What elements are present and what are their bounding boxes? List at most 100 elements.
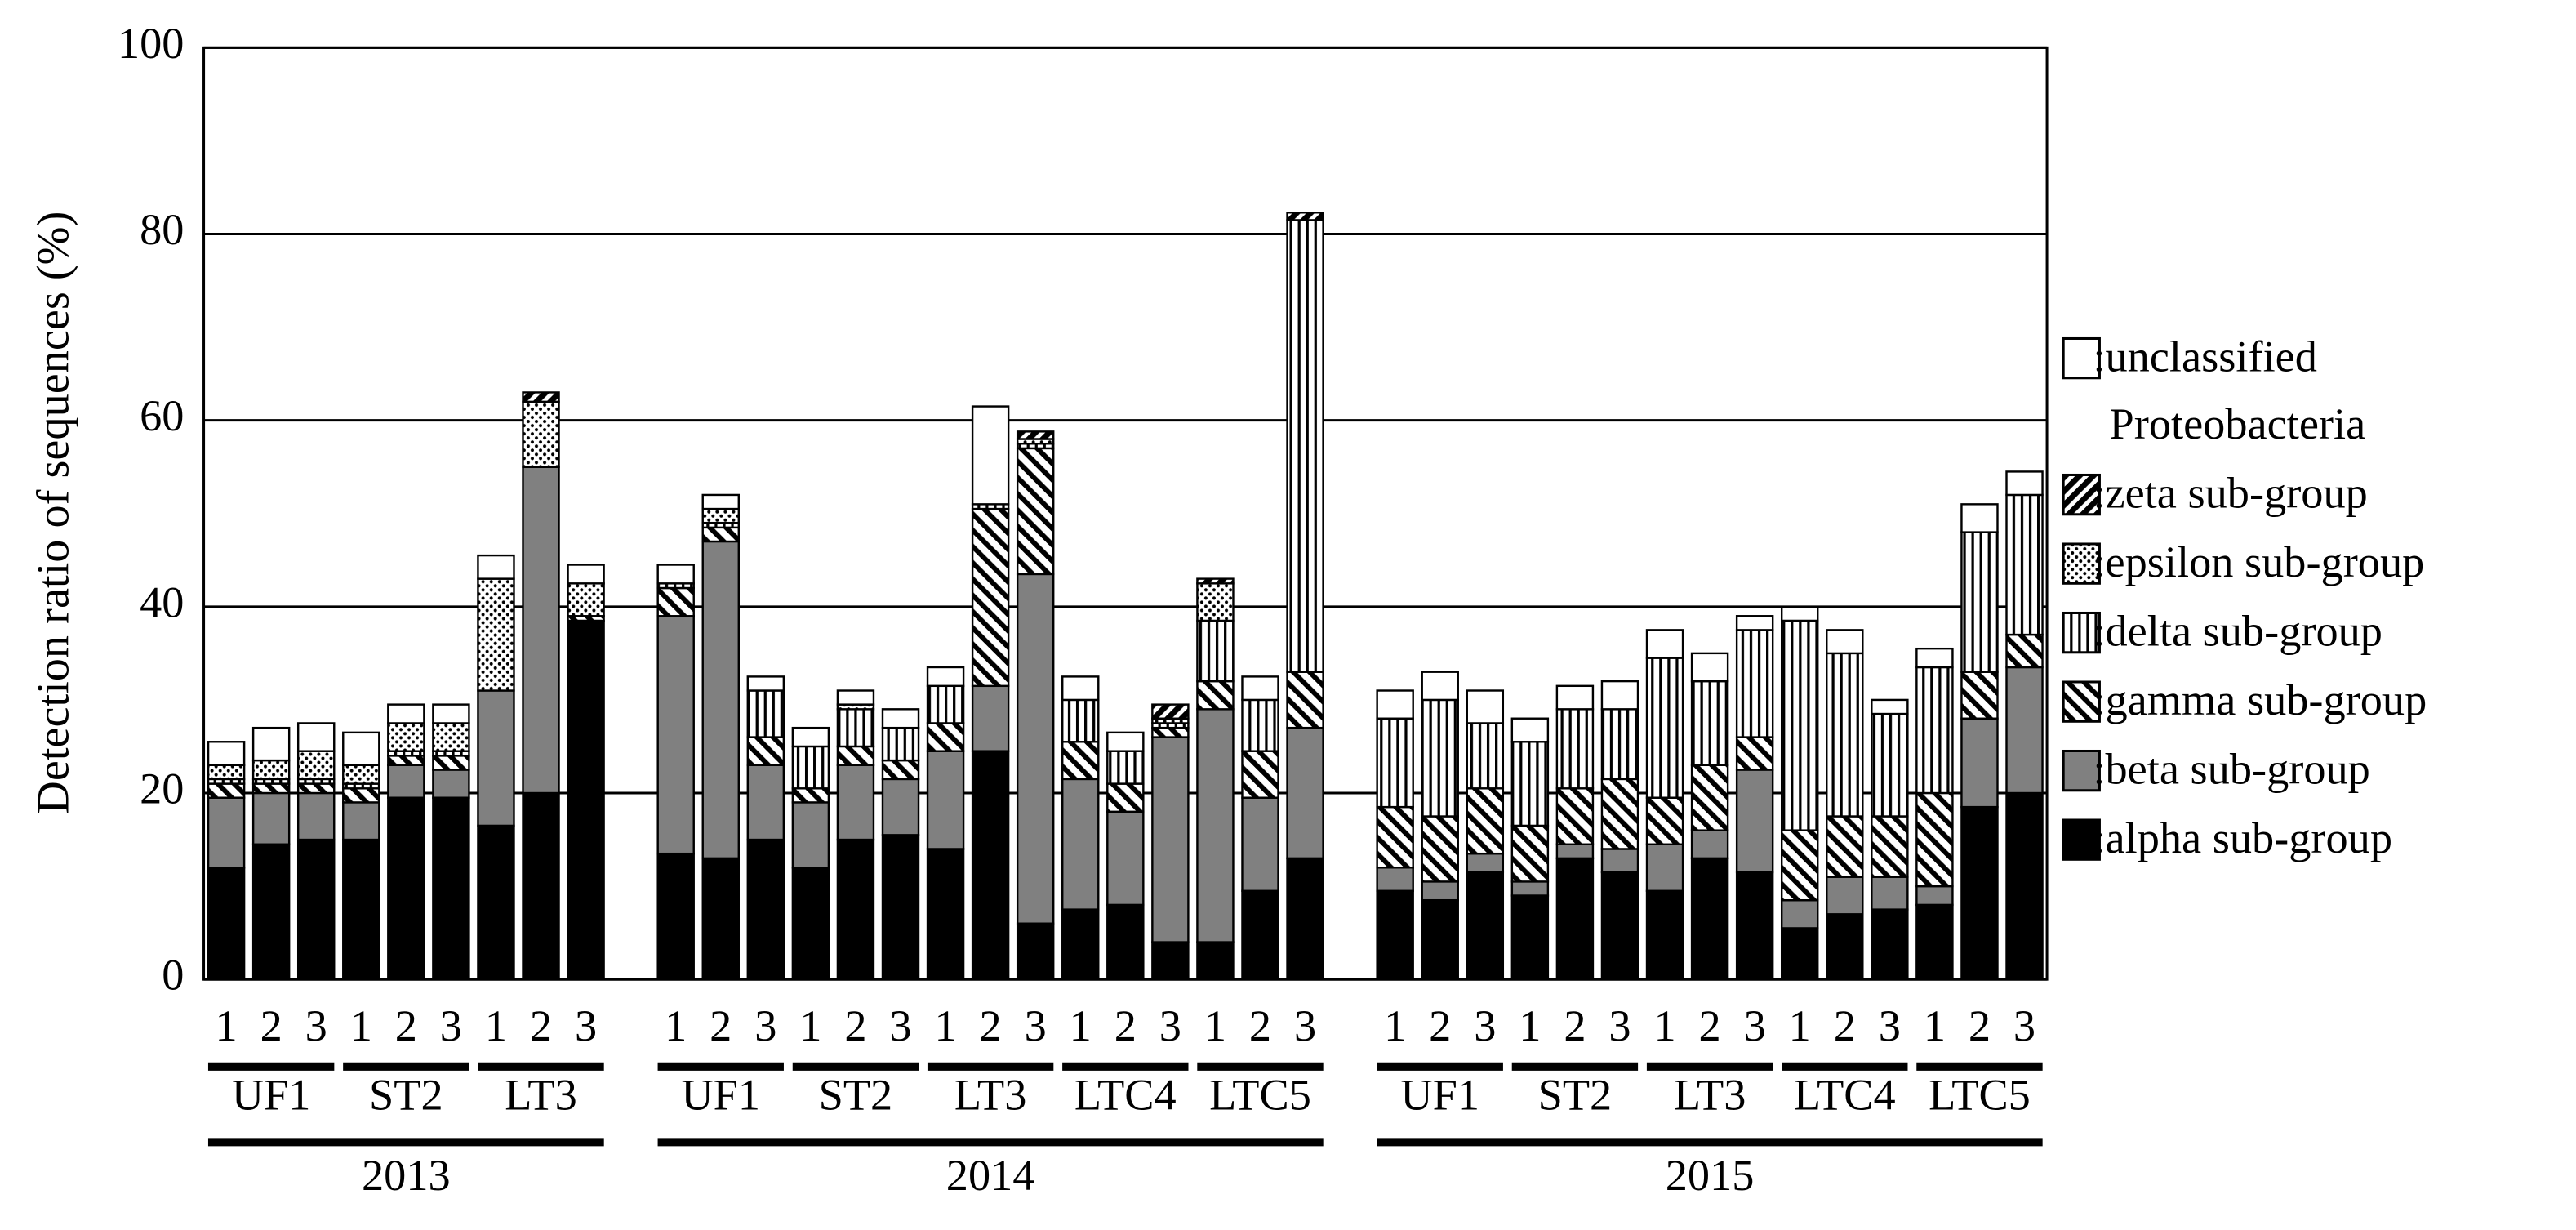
bar-segment [1151,736,1190,943]
bar-segment [1690,680,1729,766]
x-tick-label: 2 [710,1001,732,1050]
x-tick-label: 3 [1159,1001,1181,1050]
bar-segment [1241,889,1279,981]
bar-segment [2005,666,2044,795]
bar-segment [432,769,470,799]
bar-segment [1016,447,1055,576]
bar-segment [1466,689,1505,724]
bar-segment [342,764,380,785]
group-label: UF1 [1400,1071,1479,1120]
bar-segment [522,466,560,795]
bar-segment [207,741,246,766]
x-tick-label: 3 [1294,1001,1316,1050]
x-tick-label: 2 [530,1001,552,1050]
bar-segment [1196,941,1235,981]
bar-segment [1061,741,1100,781]
bar-segment [342,838,380,981]
bar-segment [971,750,1010,981]
bar-segment [1555,843,1595,860]
bar-segment [567,582,605,617]
bar-segment [791,745,830,790]
legend-label: :zeta sub-group [2093,468,2368,518]
bar-segment [1196,708,1235,943]
group-label: ST2 [369,1071,443,1120]
bar-segment [567,619,605,981]
bar-segment [1600,778,1639,850]
bar-segment [1510,824,1550,883]
legend-swatch [2062,473,2101,516]
bar-segment [1915,647,1954,669]
x-tick-label: 2 [844,1001,866,1050]
bar-segment [1106,903,1145,981]
bar-segment [881,834,920,981]
bar-segment [207,782,246,799]
y-tick-label: 80 [140,205,184,254]
bar-segment [1826,629,1864,655]
bar-segment [296,838,336,981]
bar-segment [1286,219,1324,673]
bar-segment [567,564,605,585]
bar-segment [1960,531,1999,673]
bar-segment [342,731,380,766]
bar-segment [251,782,291,795]
bar-segment [432,703,470,724]
legend-swatch [2062,542,2101,585]
bar-segment [387,764,425,799]
bar-segment [1690,652,1729,683]
x-tick-label: 2 [1834,1001,1856,1050]
bar-segment [836,745,875,766]
bar-segment [1061,675,1100,702]
bar-segment [1151,703,1190,720]
bar-segment [1960,671,1999,720]
bar-segment [477,554,515,580]
bar-segment [1510,741,1550,827]
bar-segment [1780,829,1819,902]
bar-segment [1915,791,1954,888]
group-label: LTC5 [1209,1071,1311,1120]
x-tick-label: 3 [1025,1001,1047,1050]
bar-segment [1510,894,1550,981]
bar-segment [836,708,875,748]
legend-swatch [2062,749,2101,792]
bar-segment [1826,815,1864,878]
x-tick-label: 1 [934,1001,956,1050]
bar-segment [746,689,785,738]
legend-item: :alpha sub-group [2093,813,2392,862]
bar-segment [1061,698,1100,743]
legend-item: :zeta sub-group [2093,468,2368,518]
bar-segment [1421,815,1459,883]
y-tick-label: 60 [140,391,184,440]
bar-segment [701,507,740,524]
legend-label: :delta sub-group [2093,606,2382,656]
bar-segment [1061,908,1100,981]
x-tick-label: 2 [260,1001,283,1050]
bar-segment [207,764,246,781]
bar-segment [1196,577,1235,585]
x-tick-label: 3 [754,1001,776,1050]
legend-swatch [2062,336,2101,380]
bar-segment [1555,708,1595,790]
group-label: LT3 [954,1071,1027,1120]
y-tick-label: 20 [140,764,184,813]
bar-segment [251,843,291,981]
bar-segment [1555,684,1595,711]
bar-segment [207,867,246,981]
y-tick-label: 40 [140,577,184,626]
x-tick-label: 1 [485,1001,507,1050]
x-tick-label: 2 [1699,1001,1721,1050]
bar-segment [1871,712,1909,818]
bar-segment [207,796,246,869]
bar-segment [926,666,965,688]
x-tick-label: 1 [1924,1001,1946,1050]
bar-segment [746,736,785,766]
bar-segment [1286,857,1324,981]
bar-segment [1780,619,1819,831]
bar-segment [1960,503,1999,533]
bar-segment [656,852,695,981]
bar-segment [971,684,1010,752]
bar-segment [296,722,336,752]
bar-segment [1376,717,1414,809]
bar-segment [1421,671,1459,702]
bar-segment [926,750,965,850]
